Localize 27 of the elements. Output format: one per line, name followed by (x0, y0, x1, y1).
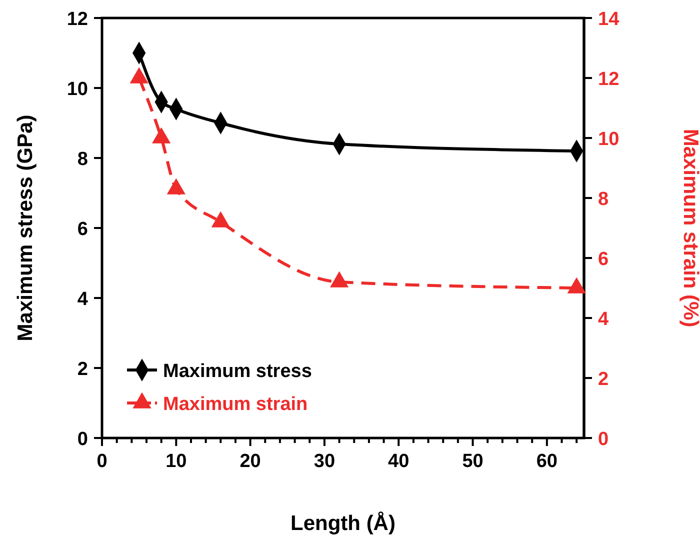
x-axis-title: Length (Å) (290, 511, 396, 535)
legend-label: Maximum stress (163, 361, 312, 382)
x-tick-label: 10 (166, 451, 187, 472)
x-tick-label: 60 (536, 451, 558, 472)
x-tick-label: 0 (96, 451, 108, 472)
x-tick-label: 50 (462, 451, 484, 472)
legend-label: Maximum strain (163, 394, 308, 415)
y-tick-label: 4 (77, 289, 88, 310)
y-tick-label: 2 (77, 359, 88, 380)
y2-tick-label: 10 (598, 129, 620, 150)
x-tick-label: 20 (240, 451, 261, 472)
y2-tick-label: 6 (598, 249, 609, 270)
x-tick-label: 30 (314, 451, 336, 472)
y2-tick-label: 12 (598, 69, 620, 90)
y-axis-title: Maximum stress (GPa) (14, 114, 37, 342)
y-tick-label: 6 (77, 219, 88, 240)
y2-tick-label: 8 (598, 189, 609, 210)
x-tick-label: 40 (388, 451, 410, 472)
y-tick-label: 10 (66, 79, 88, 100)
y-tick-label: 0 (77, 429, 88, 450)
y-tick-label: 12 (66, 9, 88, 30)
y-tick-label: 8 (77, 149, 88, 170)
y2-tick-label: 0 (598, 429, 609, 450)
y2-tick-label: 14 (598, 9, 620, 30)
y2-tick-label: 2 (598, 369, 609, 390)
y2-axis-title: Maximum strain (%) (679, 128, 700, 328)
y2-tick-label: 4 (598, 309, 609, 330)
